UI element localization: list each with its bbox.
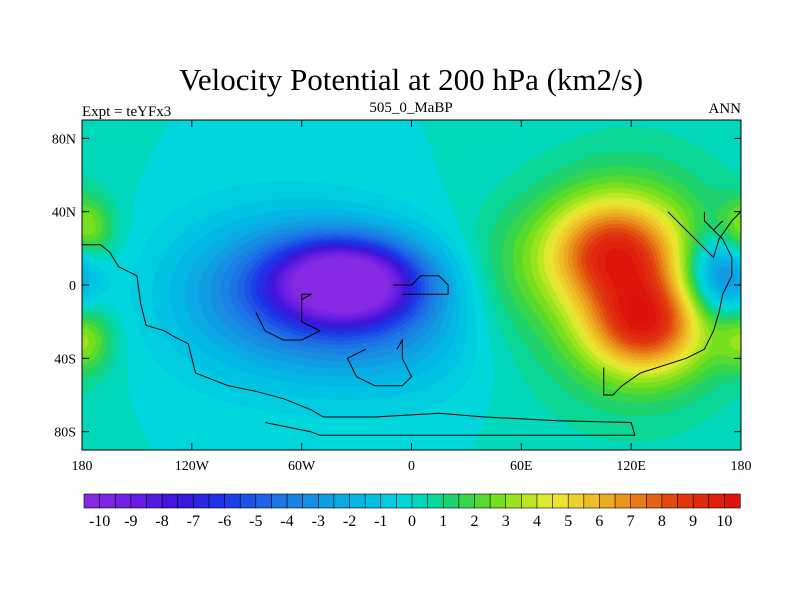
- colorbar-swatch: [161, 493, 179, 509]
- y-tick-label: 80S: [54, 426, 76, 441]
- colorbar-swatch: [193, 493, 210, 509]
- colorbar-swatch: [380, 493, 397, 509]
- period-label: 505_0_MaBP: [369, 100, 452, 116]
- colorbar-swatch: [302, 493, 319, 509]
- colorbar-swatch: [692, 493, 710, 509]
- colorbar-label: 1: [439, 513, 447, 530]
- colorbar-swatch: [536, 493, 554, 509]
- colorbar-label: -6: [218, 513, 231, 530]
- y-tick-label: 0: [69, 279, 76, 294]
- colorbar-swatch: [552, 493, 569, 509]
- colorbar-label: -4: [280, 513, 293, 530]
- colorbar-swatch: [146, 493, 163, 509]
- colorbar-swatch: [114, 493, 132, 509]
- coastline-segment: [346, 338, 413, 387]
- colorbar-label: -2: [343, 513, 356, 530]
- colorbar-label: -1: [374, 513, 387, 530]
- colorbar-label: 8: [658, 513, 666, 530]
- colorbar-label: 4: [533, 513, 541, 530]
- colorbar-swatch: [317, 493, 335, 509]
- plot-area: [82, 120, 741, 450]
- colorbar-swatch: [677, 493, 694, 509]
- colorbar-label: 2: [470, 513, 478, 530]
- season-label: ANN: [709, 101, 742, 117]
- colorbar-label: 10: [716, 513, 732, 530]
- colorbar-swatch: [567, 493, 585, 509]
- colorbar-swatch: [286, 493, 304, 509]
- colorbar-swatch: [583, 493, 601, 509]
- colorbar-swatch: [130, 493, 148, 509]
- chart-title: Velocity Potential at 200 hPa (km2/s): [179, 62, 643, 97]
- colorbar-swatch: [427, 493, 444, 509]
- x-tick-label: 60E: [510, 459, 533, 474]
- colorbar-swatch: [661, 493, 679, 509]
- x-tick-label: 180: [731, 459, 752, 474]
- axes: 180 120W 60W 0 60E 120E 180 80N 40N 0 40S 80S: [52, 120, 752, 474]
- colorbar-label: -5: [249, 513, 262, 530]
- y-tick-label: 40N: [52, 206, 76, 221]
- colorbar-label: -3: [312, 513, 325, 530]
- colorbar-swatch: [521, 493, 538, 509]
- colorbar-swatch: [599, 493, 616, 509]
- colorbar-swatch: [396, 493, 413, 509]
- colorbar-swatch: [474, 493, 491, 509]
- colorbar-swatch: [255, 493, 273, 509]
- colorbar-label: 7: [627, 513, 635, 530]
- coastline-segment: [82, 244, 636, 436]
- coastline-segment: [703, 211, 724, 231]
- x-tick-label: 120W: [175, 459, 210, 474]
- colorbar-label: 5: [564, 513, 572, 530]
- colorbar-label: -10: [89, 513, 110, 530]
- colorbar-swatch: [505, 493, 522, 509]
- colorbar-label: -8: [155, 513, 168, 530]
- coastline-segment: [667, 211, 741, 259]
- colorbar-swatch: [239, 493, 257, 509]
- coastline-segment: [393, 275, 449, 295]
- colorbar-label: 6: [595, 513, 603, 530]
- colorbar-label: 9: [689, 513, 697, 530]
- colorbar-label: -7: [187, 513, 200, 530]
- colorbar-swatch: [333, 493, 351, 509]
- colorbar-swatch: [411, 493, 429, 509]
- colorbar-swatch: [208, 493, 226, 509]
- colorbar-swatch: [271, 493, 288, 509]
- experiment-label: Expt = teYFx3: [82, 104, 171, 120]
- y-tick-label: 40S: [54, 352, 76, 367]
- colorbar-swatch: [489, 493, 507, 509]
- colorbar-swatch: [614, 493, 632, 509]
- colorbar-swatch: [177, 493, 194, 509]
- colorbar-swatch: [83, 493, 101, 509]
- colorbar-swatch: [630, 493, 647, 509]
- colorbar: -10 -9 -8 -7 -6 -5 -4 -3 -2 -1 0 1 2 3 4 5 6 7 8 9 10: [83, 493, 741, 530]
- coastlines: [82, 211, 741, 436]
- x-tick-label: 60W: [288, 459, 316, 474]
- x-tick-label: 180: [72, 459, 93, 474]
- coastline-segment: [255, 293, 322, 341]
- colorbar-swatch: [708, 493, 725, 509]
- x-tick-label: 0: [408, 459, 415, 474]
- colorbar-swatch: [645, 493, 663, 509]
- colorbar-swatch: [442, 493, 460, 509]
- colorbar-label: 0: [408, 513, 416, 530]
- colorbar-swatch: [349, 493, 366, 509]
- colorbar-swatch: [724, 493, 741, 509]
- x-tick-label: 120E: [616, 459, 646, 474]
- coastline-segment: [603, 229, 733, 396]
- colorbar-swatch: [458, 493, 476, 509]
- y-tick-label: 80N: [52, 132, 76, 147]
- colorbar-label: -9: [124, 513, 137, 530]
- colorbar-swatch: [99, 493, 116, 509]
- colorbar-label: 3: [502, 513, 510, 530]
- colorbar-swatch: [224, 493, 241, 509]
- colorbar-swatch: [364, 493, 382, 509]
